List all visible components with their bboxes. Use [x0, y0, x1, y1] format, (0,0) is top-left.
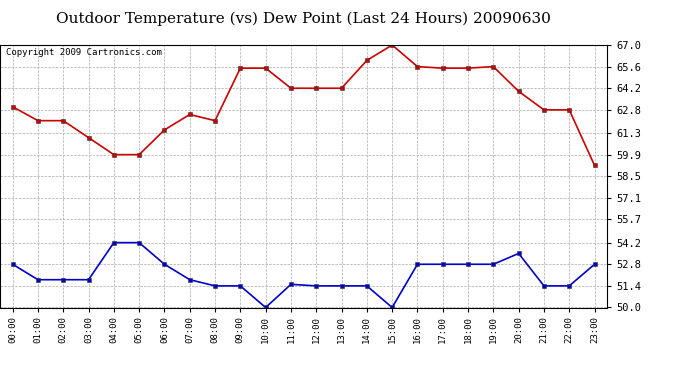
Text: Copyright 2009 Cartronics.com: Copyright 2009 Cartronics.com	[6, 48, 162, 57]
Text: Outdoor Temperature (vs) Dew Point (Last 24 Hours) 20090630: Outdoor Temperature (vs) Dew Point (Last…	[56, 11, 551, 26]
